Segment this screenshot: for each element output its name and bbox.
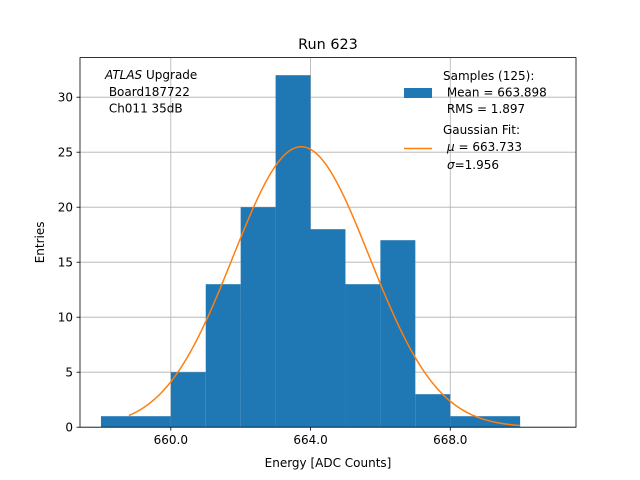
sigma-value: =1.956: [455, 158, 499, 172]
legend-samples-line3: RMS = 1.897: [443, 102, 525, 116]
plot-frame: [79, 57, 577, 428]
y-tick-label-5: 25: [58, 146, 73, 160]
legend-fit-mu: μ = 663.733: [446, 140, 522, 154]
legend-samples-swatch: [404, 88, 432, 98]
x-tick-label-2: 668.0: [433, 433, 467, 447]
legend-fit-sigma: σ=1.956: [447, 158, 499, 172]
mu-symbol: μ: [446, 140, 455, 154]
channel-label: Ch011 35dB: [105, 102, 183, 116]
histogram-bar-1: [170, 372, 206, 428]
legend-samples-line2: Mean = 663.898: [443, 86, 547, 100]
y-tick-label-1: 5: [65, 366, 73, 380]
y-tick-label-4: 20: [58, 201, 73, 215]
y-tick-label-6: 30: [58, 91, 73, 105]
histogram-bar-2: [205, 284, 241, 428]
histogram-bar-5: [310, 229, 346, 428]
histogram-bar-9: [450, 416, 521, 428]
y-tick-label-2: 10: [58, 311, 73, 325]
x-axis-ticks: 660.0 664.0 668.0: [154, 427, 467, 447]
legend-samples-line1: Samples (125):: [443, 69, 534, 83]
y-axis-ticks: 0 5 10 15 20 25 30: [58, 91, 80, 435]
mu-value: = 663.733: [455, 140, 522, 154]
histogram-bar-6: [345, 284, 381, 428]
y-axis-label: Entries: [33, 222, 47, 264]
histogram-bar-3: [240, 207, 276, 428]
atlas-italic: ATLAS: [104, 68, 143, 82]
histogram-bar-4: [275, 75, 311, 428]
atlas-upgrade: Upgrade: [142, 68, 197, 82]
legend-fit-line1: Gaussian Fit:: [443, 123, 520, 137]
histogram-bar-8: [415, 394, 451, 428]
histogram-bar-7: [380, 240, 416, 428]
board-label: Board187722: [105, 85, 190, 99]
atlas-label: ATLAS Upgrade: [104, 68, 197, 82]
chart-title: Run 623: [298, 37, 358, 53]
y-tick-label-0: 0: [65, 421, 73, 435]
fit-layer: [128, 145, 521, 427]
x-tick-label-0: 660.0: [154, 433, 188, 447]
sigma-symbol: σ: [447, 158, 455, 172]
x-tick-label-1: 664.0: [293, 433, 327, 447]
x-axis-label: Energy [ADC Counts]: [265, 456, 392, 470]
y-tick-label-3: 15: [58, 256, 73, 270]
histogram-bar-0: [100, 416, 171, 428]
legend: Samples (125): Mean = 663.898 RMS = 1.89…: [404, 69, 547, 172]
gaussian-fit-curve: [128, 145, 521, 427]
